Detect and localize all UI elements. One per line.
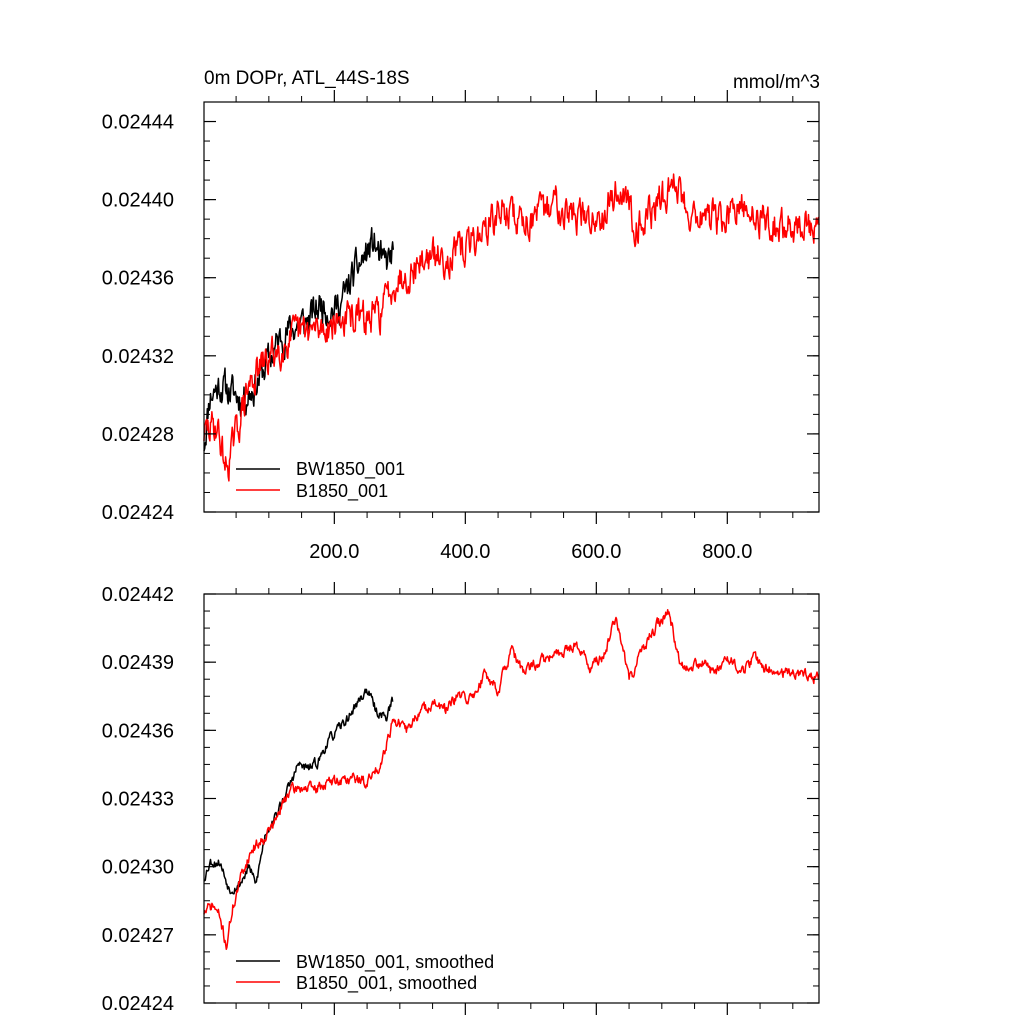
bottom-y-tick-label: 0.02436 bbox=[102, 720, 174, 742]
top-y-tick-label: 0.02424 bbox=[102, 502, 174, 524]
bottom-y-tick-label: 0.02442 bbox=[102, 584, 174, 606]
top-plot-frame bbox=[203, 101, 820, 513]
bottom-series-group bbox=[203, 608, 820, 951]
legend-label-b1850-smoothed: B1850_001, smoothed bbox=[296, 973, 477, 994]
legend-label-b1850: B1850_001 bbox=[296, 481, 388, 502]
top-legend: BW1850_001 B1850_001 bbox=[236, 459, 405, 502]
units-label: mmol/m^3 bbox=[733, 72, 820, 93]
legend-label-bw1850-smoothed: BW1850_001, smoothed bbox=[296, 952, 494, 973]
bottom-y-tick-label: 0.02424 bbox=[102, 993, 174, 1015]
bottom-chart-panel: 0.02424 0.02427 0.02430 0.02433 0.02436 0.024… bbox=[102, 582, 820, 1015]
top-y-tick-label: 0.02428 bbox=[102, 424, 174, 446]
top-x-tick-label: 400.0 bbox=[440, 541, 490, 563]
bottom-y-tick-label: 0.02427 bbox=[102, 925, 174, 947]
bottom-plot-frame bbox=[203, 593, 820, 1004]
top-series-line-1 bbox=[203, 173, 820, 482]
top-y-tick-label: 0.02444 bbox=[102, 112, 174, 134]
top-y-tick-label: 0.02432 bbox=[102, 346, 174, 368]
legend-label-bw1850: BW1850_001 bbox=[296, 459, 405, 480]
bottom-y-tick-label: 0.02439 bbox=[102, 652, 174, 674]
top-series-line-0 bbox=[203, 227, 395, 452]
bottom-y-tick-label: 0.02433 bbox=[102, 789, 174, 811]
bottom-y-tick-label: 0.02430 bbox=[102, 857, 174, 879]
top-x-tick-label: 800.0 bbox=[702, 541, 752, 563]
bottom-series-line-1 bbox=[203, 608, 820, 951]
top-y-tick-label: 0.02436 bbox=[102, 268, 174, 290]
top-chart-panel: 0m DOPr, ATL_44S-18S mmol/m^3 0.024240.0… bbox=[102, 68, 820, 563]
top-y-tick-label: 0.02440 bbox=[102, 190, 174, 212]
bottom-series-line-0 bbox=[203, 688, 394, 895]
top-x-tick-label: 200.0 bbox=[309, 541, 359, 563]
chart-title: 0m DOPr, ATL_44S-18S bbox=[204, 68, 410, 89]
bottom-axes: 0.02424 0.02427 0.02430 0.02433 0.02436 0.024… bbox=[102, 582, 820, 1015]
bottom-legend: BW1850_001, smoothed B1850_001, smoothed bbox=[236, 952, 494, 994]
top-axes: 0.02424 0.02428 0.02432 0.02436 0.02440 0.024… bbox=[102, 90, 820, 563]
top-x-tick-label: 600.0 bbox=[571, 541, 621, 563]
top-series-group bbox=[203, 173, 820, 482]
